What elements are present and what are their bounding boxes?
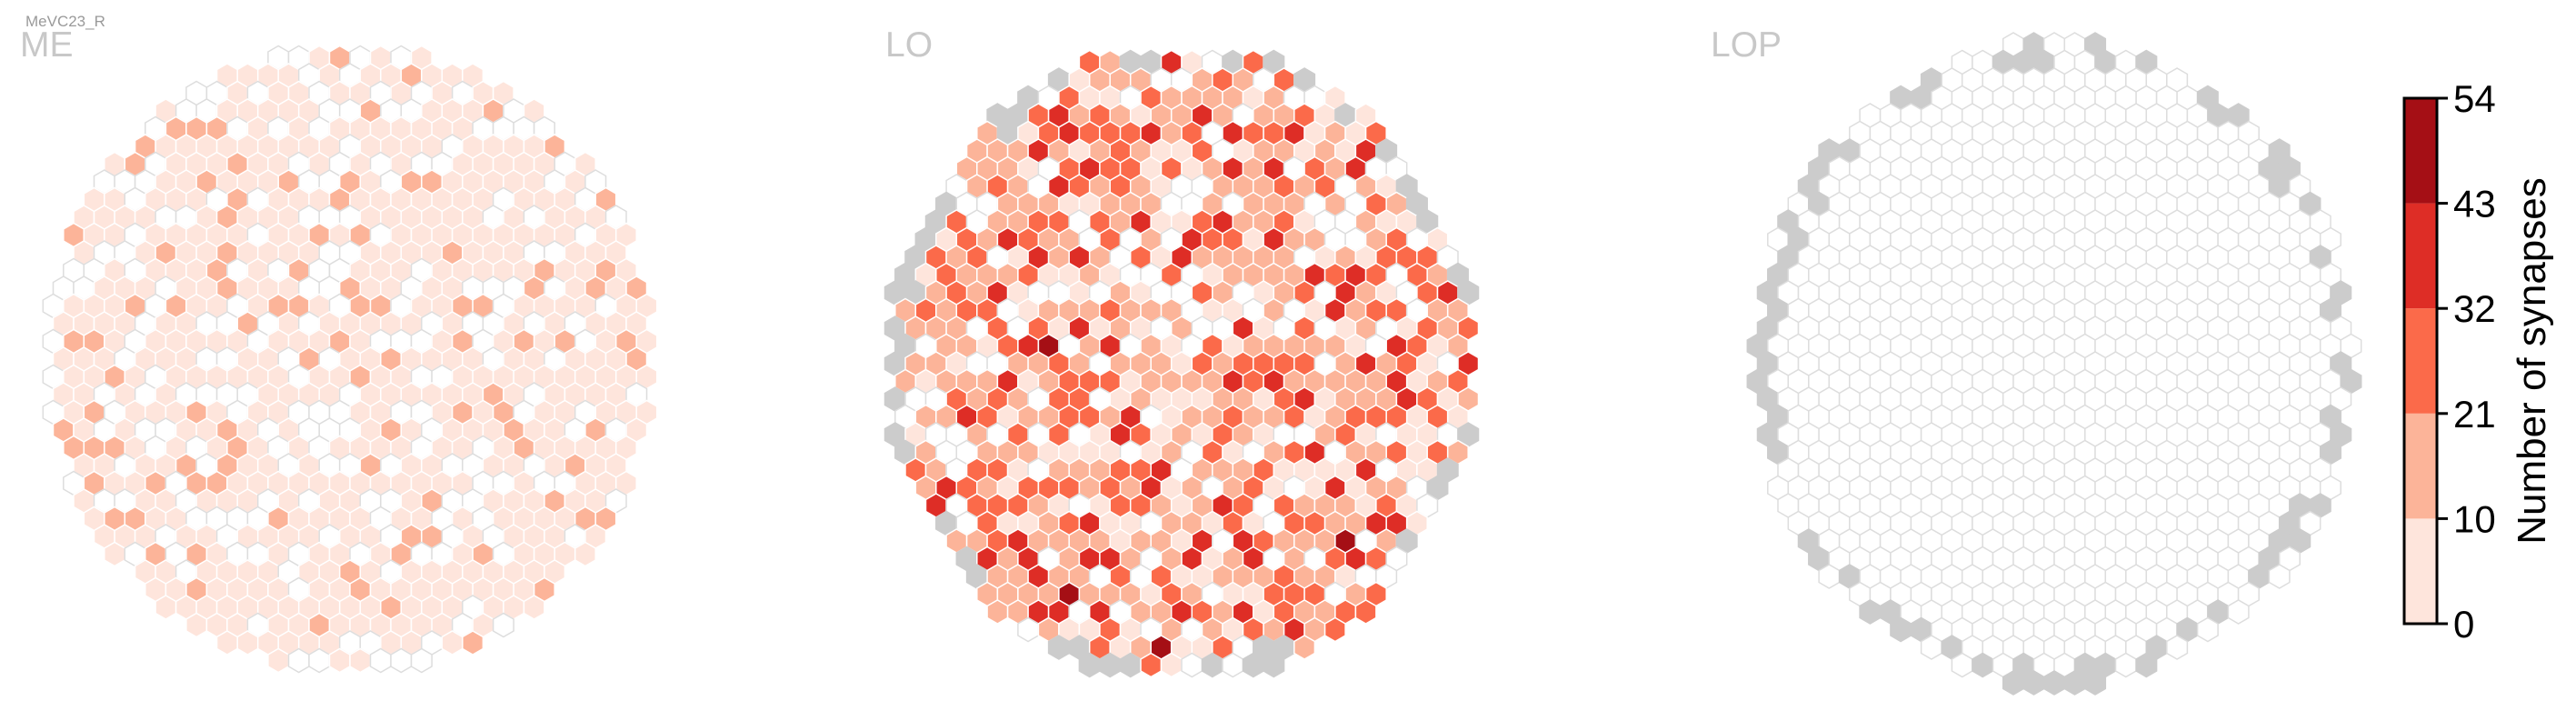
- colorbar-bin: [2404, 414, 2437, 519]
- hex-cell: [1891, 618, 1912, 642]
- hex-cell: [1182, 654, 1203, 677]
- hex-cell: [412, 649, 433, 673]
- hex-cell: [1223, 654, 1243, 677]
- hex-cell: [1141, 654, 1162, 677]
- hex-cell: [1049, 636, 1070, 659]
- hex-cell: [289, 649, 310, 673]
- hex-cell: [575, 543, 596, 566]
- hex-cell: [1079, 654, 1100, 677]
- hex-cell: [330, 649, 351, 673]
- hex-cell: [1355, 600, 1376, 624]
- hex-cell: [1325, 618, 1346, 642]
- colorbar-tick-label: 43: [2453, 183, 2496, 225]
- colorbar-bin: [2404, 204, 2437, 309]
- hex-cell: [105, 543, 125, 566]
- hex-cell: [2023, 671, 2044, 695]
- hex-cell: [1162, 654, 1183, 677]
- hex-cell: [1100, 654, 1121, 677]
- hex-cell: [2167, 636, 2188, 659]
- colorbar-tick-label: 0: [2453, 603, 2474, 646]
- colorbar-ticks: 0 10 21 32 43 54: [2437, 77, 2496, 646]
- hex-panel-lop: [1747, 33, 2361, 695]
- hex-cell: [1294, 636, 1315, 659]
- hex-cell: [1819, 565, 1840, 588]
- colorbar-bin: [2404, 308, 2437, 414]
- colorbar-tick-label: 32: [2453, 287, 2496, 330]
- hex-cell: [442, 631, 463, 655]
- hex-cell: [1860, 600, 1881, 624]
- hex-cell: [1972, 654, 1993, 677]
- hex-cell: [391, 649, 412, 673]
- colorbar-bins: [2404, 98, 2437, 624]
- hex-cell: [2044, 671, 2065, 695]
- hex-cell: [237, 631, 258, 655]
- hex-cell: [1121, 654, 1142, 677]
- hex-cell: [2116, 654, 2137, 677]
- colorbar-tick-label: 10: [2453, 497, 2496, 540]
- hex-cell: [1243, 654, 1264, 677]
- hex-cell: [186, 614, 207, 637]
- hex-cell: [309, 649, 330, 673]
- hex-cell: [1203, 654, 1223, 677]
- hex-cell: [463, 631, 484, 655]
- hex-cell: [2003, 671, 2024, 695]
- hex-cell: [155, 596, 176, 619]
- hex-cell: [1952, 654, 1972, 677]
- hex-cell: [1922, 636, 1942, 659]
- hex-cell: [494, 614, 514, 637]
- hex-cell: [217, 631, 238, 655]
- hex-panel-lo: [885, 51, 1479, 677]
- colorbar-tick-label: 21: [2453, 393, 2496, 436]
- hex-cell: [2085, 671, 2106, 695]
- hex-cell: [350, 649, 371, 673]
- hex-panel-me: [43, 46, 656, 673]
- hex-cell: [1018, 618, 1039, 642]
- colorbar: 0 10 21 32 43 54 Number of synapses: [2404, 77, 2554, 646]
- hex-cell: [268, 649, 289, 673]
- hex-cell: [2136, 654, 2157, 677]
- hex-cell: [2228, 600, 2249, 624]
- colorbar-label: Number of synapses: [2510, 177, 2554, 545]
- colorbar-bin: [2404, 98, 2437, 204]
- hex-cell: [524, 596, 544, 619]
- hex-cell: [1263, 654, 1284, 677]
- hex-cell: [987, 600, 1008, 624]
- colorbar-tick-label: 54: [2453, 77, 2496, 120]
- hex-cell: [371, 649, 392, 673]
- hex-cell: [2269, 565, 2290, 588]
- hex-cell: [2064, 671, 2085, 695]
- hex-cell: [2198, 618, 2219, 642]
- colorbar-bin: [2404, 518, 2437, 624]
